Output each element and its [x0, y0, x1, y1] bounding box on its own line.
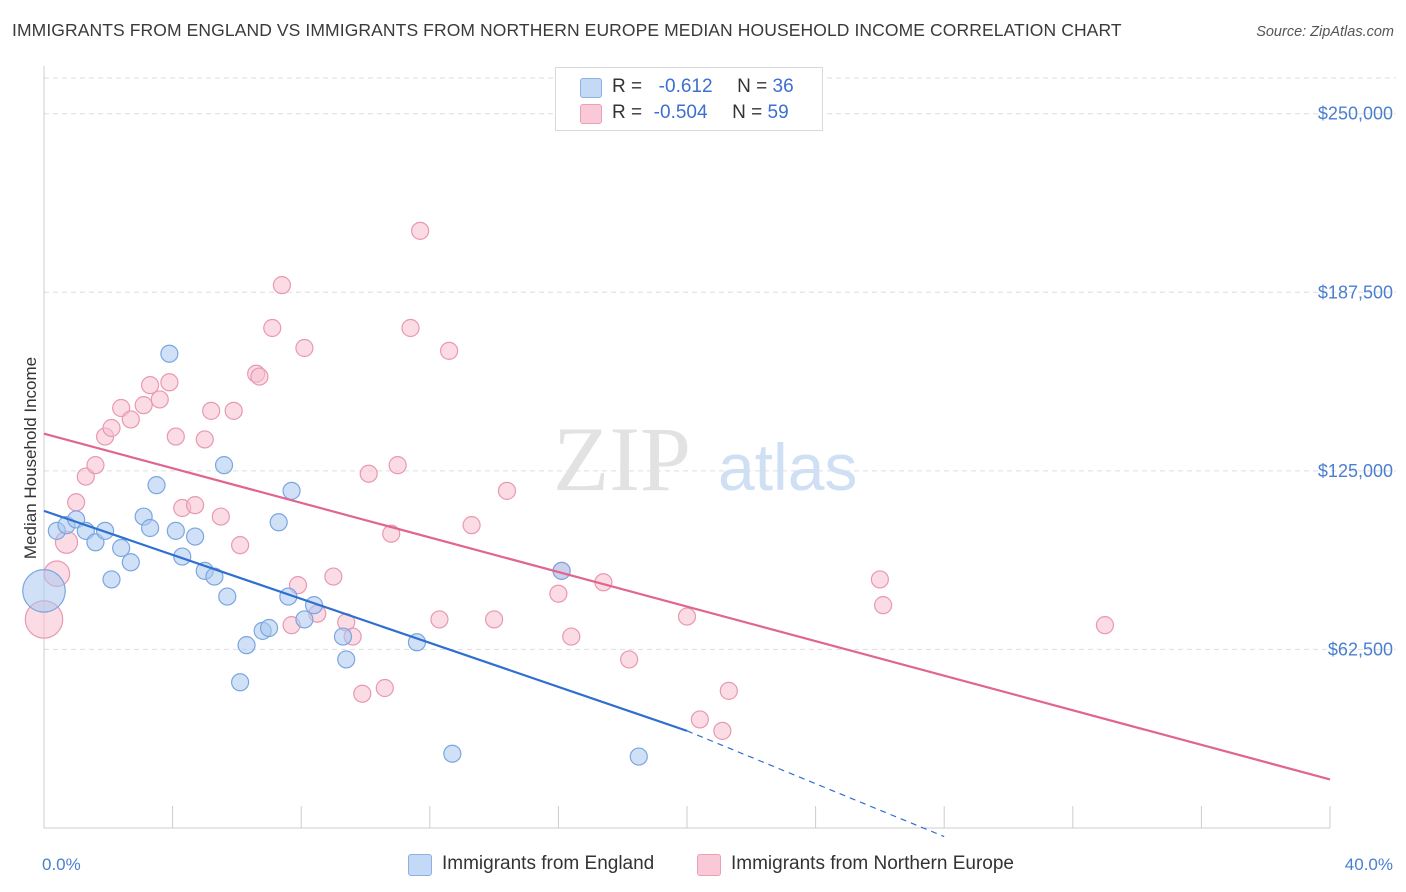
northern-europe-point-36 — [382, 524, 401, 543]
legend-n-value-england: 36 — [772, 76, 794, 97]
england-point-28 — [295, 610, 314, 629]
chart-source: Source: ZipAtlas.com — [1256, 24, 1394, 40]
england-point-11 — [140, 518, 160, 538]
northern-europe-point-23 — [250, 367, 269, 386]
northern-europe-point-55 — [874, 596, 893, 615]
x-tick-label-0: 0.0% — [42, 855, 81, 874]
england-point-25 — [269, 513, 288, 532]
england-point-22 — [237, 636, 256, 655]
northern-europe-point-44 — [497, 481, 517, 500]
y-tick-label-1: $125,000 — [1318, 461, 1393, 481]
northern-europe-point-28 — [295, 338, 314, 358]
england-point-35 — [629, 747, 648, 766]
northern-europe-point-19 — [211, 507, 230, 526]
northern-europe-point-50 — [677, 607, 697, 626]
england-point-24 — [259, 618, 279, 638]
legend-r-label: R = — [612, 102, 643, 123]
northern-europe-point-43 — [485, 610, 504, 629]
bottom-legend-label-northern-europe: Immigrants from Northern Europe — [731, 853, 1014, 874]
england-point-14 — [166, 521, 185, 540]
northern-europe-point-16 — [186, 496, 205, 515]
legend-swatch-northern-europe — [580, 104, 602, 124]
northern-europe-point-5 — [86, 456, 105, 475]
tick-labels: $62,500 $125,000 $187,500 $250,000 0.0% 40.0% — [42, 104, 1393, 874]
northern-europe-point-17 — [195, 430, 214, 449]
england-point-15 — [173, 547, 192, 566]
northern-europe-point-52 — [713, 721, 732, 740]
y-tick-label-3: $250,000 — [1318, 104, 1393, 124]
northern-europe-point-12 — [150, 390, 169, 409]
northern-europe-point-13 — [160, 373, 179, 392]
northern-europe-point-56 — [1095, 616, 1115, 635]
england-point-26 — [282, 481, 301, 500]
trend-lines — [43, 432, 1331, 838]
northern-europe-point-34 — [359, 464, 378, 483]
northern-europe-point-30 — [324, 567, 343, 586]
northern-europe-point-10 — [134, 396, 153, 415]
northern-europe-point-24 — [263, 318, 282, 338]
northern-europe-point-40 — [430, 610, 449, 629]
england-point-30 — [333, 627, 353, 646]
northern-europe-point-25 — [272, 276, 292, 295]
northern-europe-point-14 — [166, 427, 185, 446]
bottom-legend-swatch-england — [408, 854, 432, 876]
bottom-legend-swatch-northern-europe — [697, 854, 721, 876]
england-point-21 — [231, 673, 250, 692]
legend-r-value-england: -0.612 — [658, 76, 713, 97]
legend-n-label: N = — [732, 102, 763, 123]
northern-europe-point-47 — [562, 627, 581, 646]
legend-swatch-england — [580, 78, 602, 98]
y-axis-label: Median Household Income — [21, 357, 40, 559]
northern-europe-point-51 — [690, 710, 709, 729]
y-tick-label-2: $187,500 — [1318, 282, 1393, 302]
england-point-13 — [160, 344, 179, 363]
northern-europe-point-9 — [121, 410, 140, 429]
axes — [43, 66, 1331, 829]
northern-europe-point-42 — [462, 516, 481, 535]
northern-europe-point-54 — [870, 570, 890, 589]
chart-title: IMMIGRANTS FROM ENGLAND VS IMMIGRANTS FR… — [12, 20, 1122, 40]
trend-line-england — [43, 509, 688, 732]
watermark-zip: ZIP — [553, 408, 691, 510]
england-point-19 — [214, 456, 234, 475]
northern-europe-point-45 — [549, 584, 568, 603]
northern-europe-point-7 — [102, 418, 121, 438]
watermark: ZIP atlas — [553, 408, 857, 510]
northern-europe-point-39 — [411, 221, 430, 240]
england-point-9 — [121, 553, 140, 572]
trend-line-northern-europe — [43, 432, 1331, 781]
northern-europe-point-38 — [401, 318, 420, 338]
england-point-12 — [147, 476, 166, 495]
x-tick-label-1: 40.0% — [1345, 855, 1393, 874]
watermark-atlas: atlas — [718, 430, 857, 504]
northern-europe-point-33 — [353, 684, 372, 703]
bottom-legend-label-england: Immigrants from England — [442, 853, 655, 874]
england-point-20 — [218, 587, 237, 606]
stats-legend: R = -0.612 N = 36 R = -0.504 N = 59 — [555, 67, 823, 131]
northern-europe-point-11 — [140, 376, 160, 395]
northern-europe-point-3 — [67, 493, 86, 512]
england-point-7 — [102, 570, 121, 589]
england-point-33 — [443, 744, 462, 763]
northern-europe-point-18 — [202, 401, 221, 420]
gridlines — [44, 77, 1396, 650]
northern-europe-point-41 — [439, 341, 459, 360]
legend-n-label: N = — [737, 76, 768, 97]
northern-europe-point-21 — [231, 536, 250, 555]
northern-europe-point-37 — [388, 456, 407, 475]
legend-n-value-northern-europe: 59 — [767, 102, 789, 123]
northern-europe-point-20 — [224, 401, 243, 420]
legend-r-label: R = — [612, 76, 643, 97]
england-point-8 — [112, 538, 131, 558]
england-point-31 — [337, 650, 356, 669]
northern-europe-point-53 — [719, 681, 738, 700]
england-point-0 — [22, 569, 66, 613]
y-tick-label-0: $62,500 — [1328, 639, 1393, 659]
northern-europe-point-49 — [620, 650, 639, 669]
trend-line-england-extension — [686, 730, 945, 838]
england-point-16 — [186, 527, 205, 546]
northern-europe-point-35 — [375, 678, 394, 698]
legend-r-value-northern-europe: -0.504 — [653, 102, 708, 123]
